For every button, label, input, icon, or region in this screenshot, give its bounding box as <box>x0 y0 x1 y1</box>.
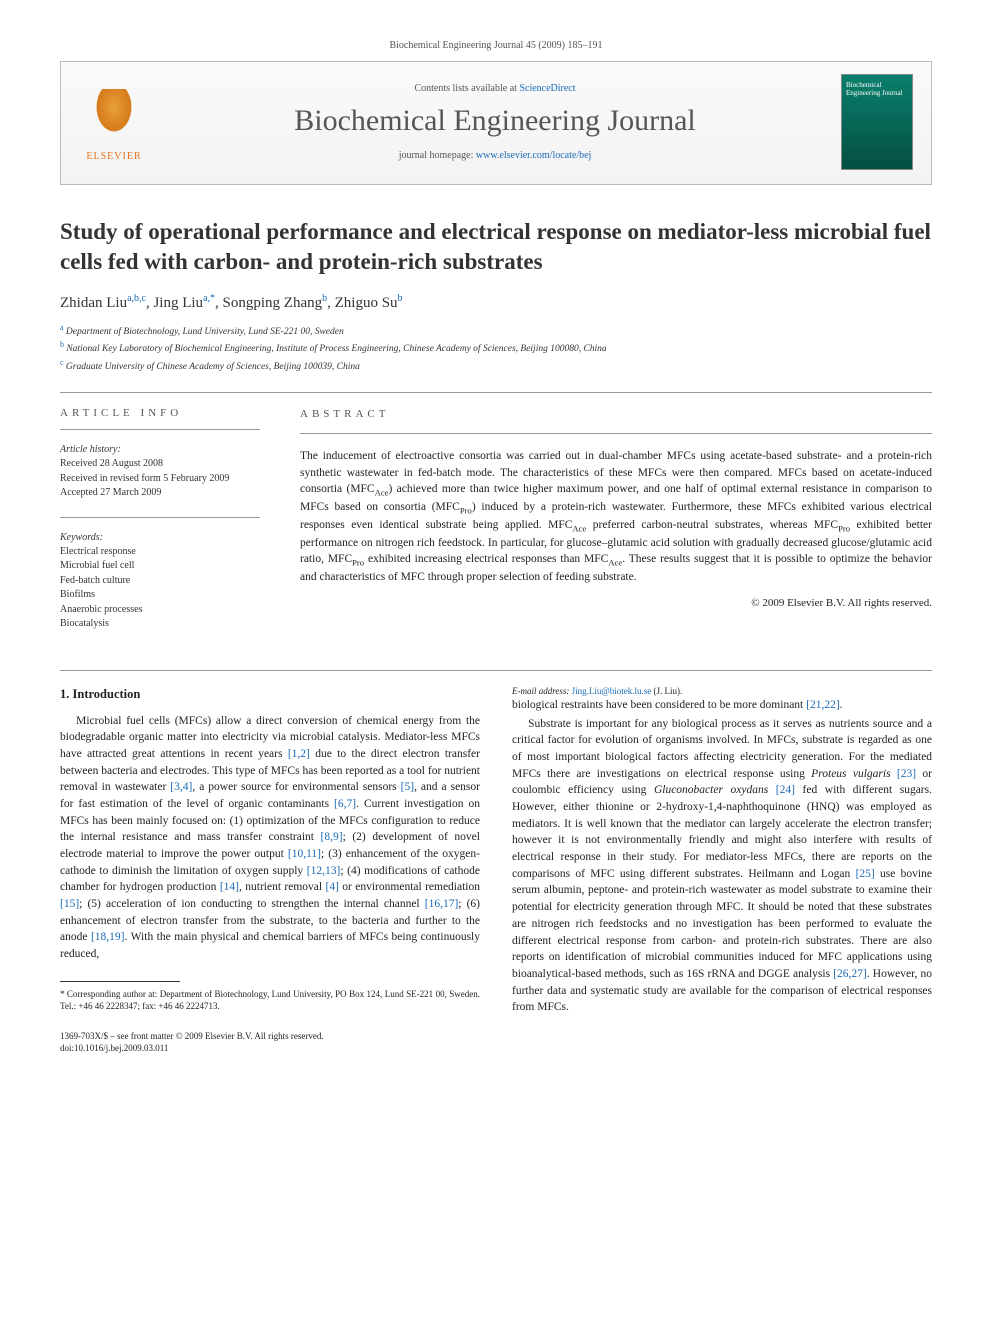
divider <box>60 670 932 671</box>
author-list: Zhidan Liua,b,c, Jing Liua,*, Songping Z… <box>60 293 932 312</box>
history-line: Accepted 27 March 2009 <box>60 486 260 501</box>
abstract-label: ABSTRACT <box>300 407 932 423</box>
running-header: Biochemical Engineering Journal 45 (2009… <box>60 40 932 51</box>
contents-prefix: Contents lists available at <box>414 83 519 94</box>
intro-paragraph: Microbial fuel cells (MFCs) allow a dire… <box>60 713 480 963</box>
homepage-url[interactable]: www.elsevier.com/locate/bej <box>476 150 591 161</box>
body-text: 1. Introduction Microbial fuel cells (MF… <box>60 685 932 1016</box>
article-title: Study of operational performance and ele… <box>60 217 932 277</box>
journal-cover-thumb: Biochemical Engineering Journal <box>841 74 913 170</box>
abstract-column: ABSTRACT The inducement of electroactive… <box>300 407 932 648</box>
divider <box>60 392 932 393</box>
abstract-text: The inducement of electroactive consorti… <box>300 448 932 586</box>
history-header: Article history: <box>60 444 260 455</box>
journal-masthead: ELSEVIER Contents lists available at Sci… <box>60 61 932 185</box>
keyword: Microbial fuel cell <box>60 559 260 574</box>
history-line: Received 28 August 2008 <box>60 457 260 472</box>
homepage-line: journal homepage: www.elsevier.com/locat… <box>169 150 821 161</box>
email-label: E-mail address: <box>512 686 572 696</box>
corresponding-email[interactable]: Jing.Liu@biotek.lu.se <box>572 686 652 696</box>
elsevier-logo: ELSEVIER <box>79 82 149 162</box>
section-heading-intro: 1. Introduction <box>60 685 480 703</box>
footnote-rule <box>60 981 180 982</box>
publisher-name: ELSEVIER <box>86 151 141 162</box>
contents-line: Contents lists available at ScienceDirec… <box>169 83 821 94</box>
homepage-prefix: journal homepage: <box>399 150 476 161</box>
doi-line: doi:10.1016/j.bej.2009.03.011 <box>60 1042 932 1055</box>
corresponding-author-note: * Corresponding author at: Department of… <box>60 988 480 1013</box>
intro-paragraph-2: Substrate is important for any biologica… <box>512 716 932 1016</box>
intro-paragraph-cont: biological restraints have been consider… <box>512 697 932 714</box>
sciencedirect-link[interactable]: ScienceDirect <box>519 83 575 94</box>
article-info-label: ARTICLE INFO <box>60 407 260 419</box>
affiliations: a Department of Biotechnology, Lund Univ… <box>60 322 932 374</box>
copyright-line: © 2009 Elsevier B.V. All rights reserved… <box>300 596 932 612</box>
keyword: Biofilms <box>60 588 260 603</box>
journal-name: Biochemical Engineering Journal <box>169 104 821 138</box>
keywords-block: Keywords: Electrical responseMicrobial f… <box>60 532 260 632</box>
keyword: Biocatalysis <box>60 617 260 632</box>
issn-line: 1369-703X/$ – see front matter © 2009 El… <box>60 1030 932 1043</box>
email-line: E-mail address: Jing.Liu@biotek.lu.se (J… <box>512 685 932 698</box>
keyword: Fed-batch culture <box>60 574 260 589</box>
keyword: Anaerobic processes <box>60 603 260 618</box>
elsevier-tree-icon <box>84 89 144 149</box>
keyword: Electrical response <box>60 545 260 560</box>
article-history: Article history: Received 28 August 2008… <box>60 444 260 501</box>
article-info-column: ARTICLE INFO Article history: Received 2… <box>60 407 260 648</box>
email-suffix: (J. Liu). <box>651 686 682 696</box>
keywords-header: Keywords: <box>60 532 260 543</box>
history-line: Received in revised form 5 February 2009 <box>60 472 260 487</box>
footer-meta: 1369-703X/$ – see front matter © 2009 El… <box>60 1030 932 1055</box>
